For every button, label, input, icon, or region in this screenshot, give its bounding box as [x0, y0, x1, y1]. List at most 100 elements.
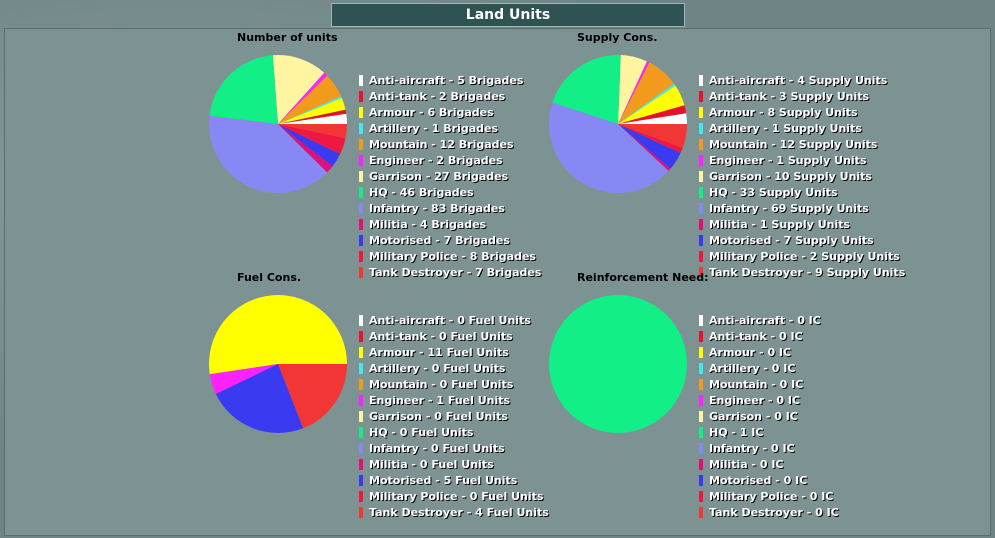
legend-swatch	[699, 331, 703, 342]
pie-slice-engineer	[618, 61, 650, 124]
legend-label: Tank Destroyer - 7 Brigades	[369, 266, 542, 279]
legend-label: Engineer - 1 Supply Units	[709, 154, 867, 167]
legend-label: Anti-tank - 2 Brigades	[369, 90, 506, 103]
legend-swatch	[699, 427, 703, 438]
legend-swatch	[699, 315, 703, 326]
legend-label: Infantry - 83 Brigades	[369, 202, 505, 215]
legend-label: Garrison - 0 IC	[709, 410, 798, 423]
legend-swatch	[359, 203, 363, 214]
pie-slice-infantry	[549, 102, 669, 194]
legend-swatch	[699, 155, 703, 166]
legend-swatch	[359, 251, 363, 262]
pie-slice-military-police	[618, 124, 683, 153]
legend-label: Engineer - 1 Fuel Units	[369, 394, 511, 407]
legend-label: Garrison - 0 Fuel Units	[369, 410, 508, 423]
legend-swatch	[359, 171, 363, 182]
legend-swatch	[699, 171, 703, 182]
legend-label: HQ - 0 Fuel Units	[369, 426, 474, 439]
legend-label: Artillery - 0 Fuel Units	[369, 362, 506, 375]
legend-swatch	[699, 219, 703, 230]
legend-swatch	[359, 267, 363, 278]
legend-swatch	[359, 443, 363, 454]
legend-swatch	[699, 411, 703, 422]
pie-slice-artillery	[618, 83, 676, 124]
pie-slice-tank-destroyer	[278, 124, 347, 139]
pie-slice-anti-tank	[278, 109, 347, 124]
legend-label: Mountain - 0 IC	[709, 378, 804, 391]
legend-swatch	[699, 75, 703, 86]
legend-label: Tank Destroyer - 9 Supply Units	[709, 266, 906, 279]
legend-swatch	[359, 347, 363, 358]
pie-slice-armour	[278, 97, 346, 124]
legend-swatch	[359, 123, 363, 134]
legend-swatch	[359, 331, 363, 342]
legend-swatch	[359, 235, 363, 246]
legend-label: Militia - 1 Supply Units	[709, 218, 851, 231]
chart-title-fuel-cons: Fuel Cons.	[237, 271, 302, 284]
pie-slice-anti-tank	[618, 105, 687, 124]
legend-label: Infantry - 69 Supply Units	[709, 202, 869, 215]
pie-chart-number-of-units	[208, 54, 347, 193]
pie-slice-hq	[552, 54, 621, 124]
pie-slice-anti-aircraft	[278, 113, 347, 124]
legend-swatch	[359, 363, 363, 374]
legend-swatch	[359, 427, 363, 438]
legend-swatch	[359, 219, 363, 230]
pie-slice-artillery	[278, 95, 342, 124]
pie-slice-motorised	[278, 124, 341, 167]
legend-swatch	[359, 315, 363, 326]
legend-label: Motorised - 5 Fuel Units	[369, 474, 518, 487]
legend-label: Militia - 4 Brigades	[369, 218, 487, 231]
pie-slice-mountain	[278, 75, 342, 124]
legend-swatch	[359, 491, 363, 502]
legend-swatch	[699, 267, 703, 278]
legend-swatch	[699, 395, 703, 406]
legend-swatch	[359, 507, 363, 518]
legend-label: Garrison - 27 Brigades	[369, 170, 509, 183]
legend-swatch	[359, 379, 363, 390]
pie-slice-tank-destroyer	[278, 364, 347, 429]
pie-slice-infantry	[208, 115, 328, 193]
legend-swatch	[359, 459, 363, 470]
legend-label: Motorised - 0 IC	[709, 474, 808, 487]
legend-swatch	[359, 475, 363, 486]
legend-swatch	[699, 507, 703, 518]
legend-swatch	[699, 251, 703, 262]
legend-label: Armour - 0 IC	[709, 346, 792, 359]
pie-slice-armour	[208, 295, 347, 375]
pie-chart-supply-cons	[549, 54, 687, 194]
pie-slice-engineer	[209, 364, 278, 394]
legend-label: Mountain - 0 Fuel Units	[369, 378, 514, 391]
legend-swatch	[699, 123, 703, 134]
land-units-panel	[4, 28, 991, 536]
pie-slice-hq	[549, 295, 687, 433]
legend-label: Military Police - 0 Fuel Units	[369, 490, 544, 503]
legend-label: Garrison - 10 Supply Units	[709, 170, 872, 183]
legend-label: Mountain - 12 Supply Units	[709, 138, 878, 151]
legend-swatch	[699, 363, 703, 374]
legend-swatch	[699, 459, 703, 470]
legend-label: Armour - 8 Supply Units	[709, 106, 858, 119]
legend-label: Military Police - 2 Supply Units	[709, 250, 900, 263]
legend-swatch	[359, 187, 363, 198]
pie-slice-mountain	[618, 62, 674, 124]
legend-label: Tank Destroyer - 0 IC	[709, 506, 839, 519]
legend-label: Militia - 0 IC	[709, 458, 784, 471]
legend-label: Anti-aircraft - 4 Supply Units	[709, 74, 888, 87]
legend-label: Military Police - 8 Brigades	[369, 250, 536, 263]
legend-label: Engineer - 0 IC	[709, 394, 801, 407]
legend-label: Artillery - 1 Brigades	[369, 122, 499, 135]
pie-slice-militia	[618, 124, 671, 171]
legend-swatch	[699, 187, 703, 198]
legend-swatch	[699, 475, 703, 486]
legend-label: Military Police - 0 IC	[709, 490, 834, 503]
pie-slice-armour	[618, 85, 685, 124]
legend-label: HQ - 46 Brigades	[369, 186, 474, 199]
legend-swatch	[699, 203, 703, 214]
legend-label: Infantry - 0 Fuel Units	[369, 442, 505, 455]
legend-label: HQ - 1 IC	[709, 426, 764, 439]
legend-label: HQ - 33 Supply Units	[709, 186, 838, 199]
pie-slice-militia	[278, 124, 333, 173]
pie-slice-garrison	[272, 54, 325, 124]
legend-swatch	[359, 75, 363, 86]
